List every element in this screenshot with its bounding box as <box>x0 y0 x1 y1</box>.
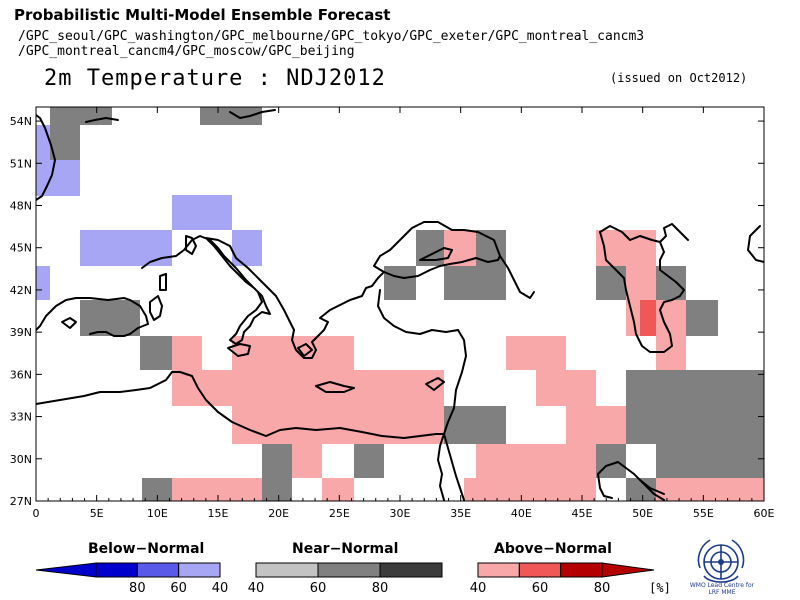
lon-tick-label: 20E <box>268 507 289 520</box>
probability-cell <box>656 444 764 478</box>
probability-cell <box>140 336 172 370</box>
probability-cell <box>232 406 444 444</box>
probability-cell <box>384 266 416 300</box>
probability-cell <box>50 107 80 125</box>
lat-tick-label: 51N <box>10 157 32 170</box>
lon-tick-label: 35E <box>450 507 471 520</box>
models-line-2: /GPC_montreal_cancm4/GPC_moscow/GPC_beij… <box>18 44 355 59</box>
lon-tick-label: 45E <box>572 507 593 520</box>
legend-above-label: 40 <box>470 581 487 596</box>
legend-near-label: 80 <box>372 581 389 596</box>
probability-cell <box>354 444 384 478</box>
lat-tick-label: 54N <box>10 115 32 128</box>
probability-cell <box>536 370 596 406</box>
probability-cell <box>626 370 764 444</box>
probability-cell <box>464 478 596 501</box>
probability-cell <box>200 107 262 125</box>
probability-cell <box>36 266 50 300</box>
legend-below-title: Below−Normal <box>88 541 205 557</box>
probability-cell <box>640 300 656 336</box>
coastlines <box>36 109 764 501</box>
lat-tick-label: 30N <box>10 453 32 466</box>
legend-above-title: Above−Normal <box>494 541 612 557</box>
legend-below-label: 40 <box>212 581 229 596</box>
probability-cell <box>444 266 506 300</box>
legend-near-label: 40 <box>248 581 265 596</box>
probability-cell <box>656 478 764 501</box>
probability-cell <box>626 266 656 300</box>
legend-near-swatch <box>317 562 381 578</box>
legend-below-swatch <box>178 562 221 578</box>
probability-cells <box>36 107 764 501</box>
probability-cell <box>80 300 140 336</box>
probability-cell <box>626 478 656 501</box>
legend-above-swatch <box>518 562 562 578</box>
lon-tick-label: 55E <box>693 507 714 520</box>
legend-above-swatch <box>560 562 603 578</box>
legend-above-label: 80 <box>594 581 611 596</box>
legend-below-label: 80 <box>129 581 146 596</box>
probability-cell <box>292 444 322 478</box>
lon-tick-label: 30E <box>390 507 411 520</box>
legend-above-swatch <box>477 562 520 578</box>
probability-cell <box>142 478 172 501</box>
lat-tick-label: 36N <box>10 368 32 381</box>
legend-above-label: 60 <box>532 581 549 596</box>
probability-cell <box>172 195 232 230</box>
legend-below-swatch <box>95 562 138 578</box>
lon-tick-label: 5E <box>90 507 104 520</box>
lat-tick-label: 39N <box>10 326 32 339</box>
lat-tick-label: 45N <box>10 242 32 255</box>
legend-above-arrow <box>601 562 655 578</box>
probability-cell <box>444 406 506 444</box>
lon-tick-label: 0 <box>33 507 40 520</box>
probability-cell <box>172 370 444 406</box>
probability-cell <box>50 125 80 160</box>
probability-cell <box>322 478 354 501</box>
probability-cell <box>80 107 112 125</box>
probability-cell <box>80 230 172 266</box>
lat-tick-label: 33N <box>10 411 32 424</box>
legend-below-swatch <box>136 562 180 578</box>
lat-tick-label: 27N <box>10 495 32 508</box>
lat-tick-label: 42N <box>10 284 32 297</box>
legend-near-swatch <box>255 562 319 578</box>
probability-cell <box>566 406 626 444</box>
wmo-caption: WMO Lead Centre for LRF MME <box>689 582 755 596</box>
models-line-1: /GPC_seoul/GPC_washington/GPC_melbourne/… <box>18 29 645 44</box>
forecast-title: Probabilistic Multi-Model Ensemble Forec… <box>14 6 391 24</box>
lon-tick-label: 15E <box>208 507 229 520</box>
probability-cell <box>172 478 262 501</box>
legend-near-swatch <box>379 562 443 578</box>
map-title: 2m Temperature : NDJ2012 <box>44 66 386 91</box>
probability-cell <box>686 300 718 336</box>
lon-tick-label: 10E <box>147 507 168 520</box>
legend: 80 60 40 40 60 80 40 60 80 [%] <box>35 562 671 596</box>
legend-below-label: 60 <box>170 581 187 596</box>
lon-tick-label: 50E <box>632 507 653 520</box>
lon-tick-label: 40E <box>511 507 532 520</box>
legend-below-arrow <box>35 562 97 578</box>
lon-tick-label: 25E <box>329 507 350 520</box>
probability-cell <box>476 444 596 478</box>
axis-ticks: 0 5E 10E 15E 20E 25E 30E 35E 40E 45E 50E 55E 60E 27N 3… <box>10 107 775 520</box>
wmo-logo-icon <box>697 539 745 583</box>
probability-cell <box>444 230 476 266</box>
lat-tick-label: 48N <box>10 200 32 213</box>
probability-cell <box>262 444 292 501</box>
legend-near-label: 60 <box>310 581 327 596</box>
probability-cell <box>596 266 626 300</box>
legend-near-title: Near−Normal <box>292 541 399 557</box>
lon-tick-label: 60E <box>754 507 775 520</box>
legend-unit: [%] <box>649 581 671 595</box>
issued-date: (issued on Oct2012) <box>610 71 748 85</box>
probability-cell <box>232 230 262 266</box>
probability-cell <box>506 336 566 370</box>
